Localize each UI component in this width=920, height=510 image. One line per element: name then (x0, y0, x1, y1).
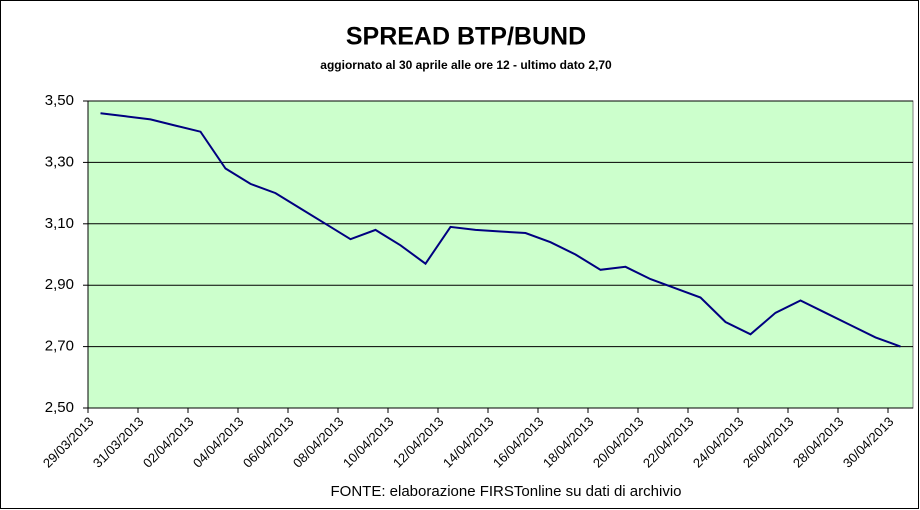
y-tick-label: 2,50 (45, 399, 74, 416)
y-tick-label: 2,70 (45, 338, 74, 355)
chart-subtitle: aggiornato al 30 aprile alle ore 12 - ul… (320, 58, 612, 72)
y-tick-label: 3,30 (45, 153, 74, 170)
data-line (100, 112, 901, 348)
source-note: FONTE: elaborazione FIRSTonline su dati … (331, 483, 682, 500)
chart-title: SPREAD BTP/BUND (346, 23, 586, 51)
y-tick-label: 3,10 (45, 215, 74, 232)
y-tick-label: 3,50 (45, 92, 74, 109)
y-tick-label: 2,90 (45, 276, 74, 293)
plot-area (87, 100, 914, 409)
